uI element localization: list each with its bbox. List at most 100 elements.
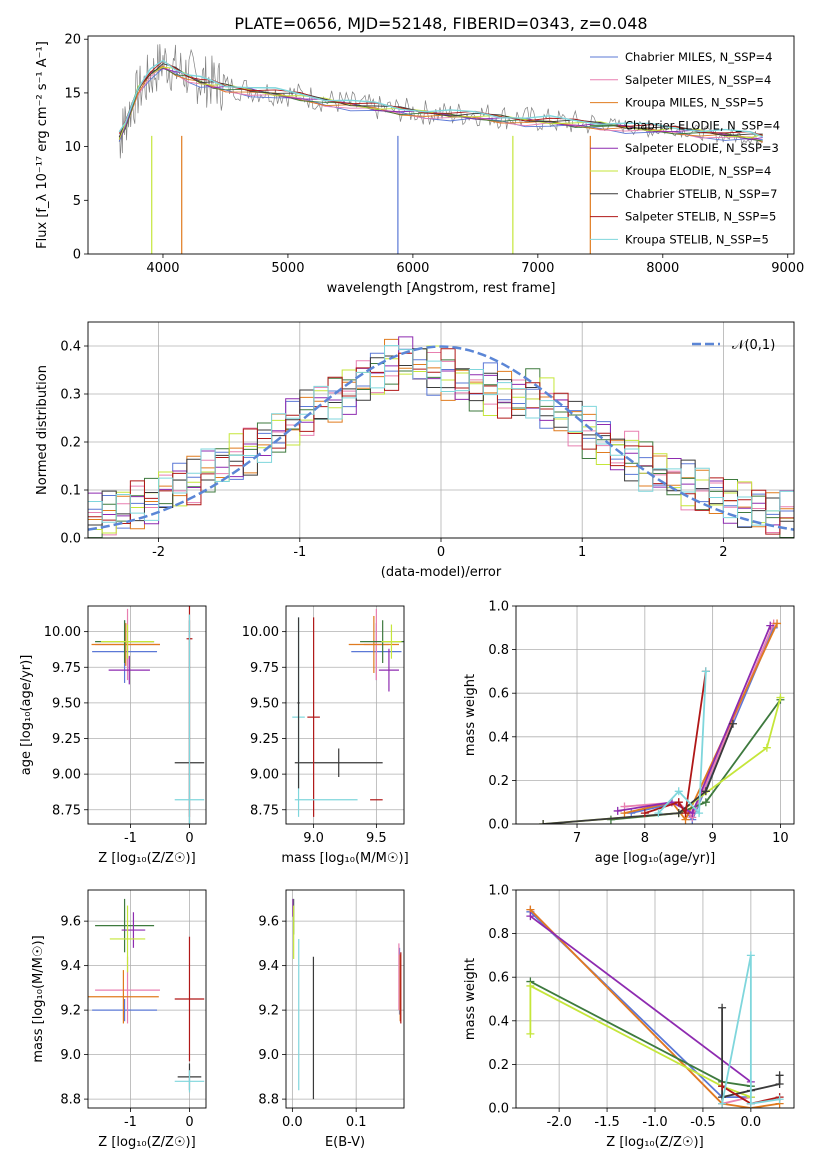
x-tick-label: 6000 [396,261,429,276]
weight-marker [746,951,755,960]
weight-marker [775,1071,784,1080]
y-tick-label: 10.00 [242,625,279,640]
y-tick-label: 9.25 [52,732,81,747]
weight-line [543,723,734,824]
legend-entry: 𝒩(0,1) [732,338,775,353]
y-tick-label: 5 [73,194,81,209]
weight-line [529,908,752,1105]
x-tick-label: 0.0 [282,1115,303,1130]
weight-marker [718,1003,727,1012]
weight-marker [526,1029,535,1038]
weight-marker [627,809,636,818]
y-tick-label: 1.0 [488,600,509,615]
x-tick-label: -1.0 [642,1115,667,1130]
weight-marker [746,1099,755,1108]
y-tick-label: 0.8 [488,643,509,658]
weight-marker [762,743,771,752]
y-tick-label: 8.75 [250,803,279,818]
mass-vs-extinction-panel: 0.0 0.1 8.8 9.0 9.2 9.4 9.6 E(B-V) [258,889,405,1150]
axes-frame [285,889,405,1109]
y-tick-label: 0.2 [488,774,509,789]
residual-histogram [88,348,794,535]
weight-marker [775,1080,784,1089]
weight-line [529,980,751,1088]
axes-frame [87,605,207,825]
y-tick-label: 10 [64,140,81,155]
weight-line [529,911,751,1098]
y-tick-label: 0.8 [488,927,509,942]
y-tick-label: 0.0 [488,818,509,833]
x-tick-label: 7 [573,831,581,846]
x-tick-label: 8 [641,831,649,846]
residual-histogram [88,345,794,526]
weight-marker [766,621,775,630]
y-tick-label: 9.4 [258,959,279,974]
age-vs-metallicity-panel: -1 0 8.75 9.00 9.25 9.50 9.75 10.00 Z [log₁₀(Z/Z… [19,605,207,866]
plot-area [91,606,205,824]
y-tick-label: 9.2 [258,1004,279,1019]
y-axis-label: Flux [f_λ 10⁻¹⁷ erg cm⁻² s⁻¹ A⁻¹] [35,41,50,249]
x-axis-label: age [log₁₀(age/yr)] [595,851,716,866]
weight-marker [728,719,737,728]
figure-title: PLATE=0656, MJD=52148, FIBERID=0343, z=0… [234,14,647,33]
y-tick-label: 9.00 [52,768,81,783]
x-axis-label: (data-model)/error [381,565,502,580]
x-tick-label: 0.1 [346,1115,367,1130]
residuals-panel: -2 -1 0 1 2 0.0 0.1 0.2 0.3 0.4 (data-model)/error… [35,321,795,580]
spectrum-panel: 4000 5000 6000 7000 8000 9000 0 5 10 15 20 waveleng… [35,33,804,296]
y-tick-label: 0.6 [488,971,509,986]
x-tick-label: 9.5 [366,831,387,846]
weight-marker [526,981,535,990]
y-axis-label: mass weight [463,674,478,756]
y-tick-label: 0.2 [488,1058,509,1073]
weight-marker [773,619,782,628]
weight-line [617,625,772,815]
plot-area [526,905,784,1108]
y-tick-label: 0.0 [488,1102,509,1117]
x-axis-label: Z [log₁₀(Z/Z☉)] [98,1135,195,1150]
y-tick-label: 9.2 [60,1004,81,1019]
weight-marker [674,809,683,818]
x-tick-label: 0.0 [741,1115,762,1130]
legend-entry: Kroupa ELODIE, N_SSP=4 [625,164,771,178]
y-tick-label: 8.75 [52,803,81,818]
weight-marker [681,809,690,818]
x-axis-label: mass [log₁₀(M/M☉)] [281,851,408,866]
y-tick-label: 15 [64,86,81,101]
y-axis-label: age [log₁₀(age/yr)] [19,655,34,776]
x-tick-label: 4000 [146,261,179,276]
y-tick-label: 20 [64,33,81,48]
y-tick-label: 0.2 [60,436,81,451]
model-spectrum [118,59,764,138]
legend-entry: Kroupa STELIB, N_SSP=5 [625,232,769,246]
age-vs-mass-panel: 9.0 9.5 8.75 9.00 9.25 9.50 9.75 10.00 mass [log… [242,605,409,866]
x-tick-label: 9 [708,831,716,846]
weight-line [721,955,780,1105]
axes-frame [515,889,795,1109]
weight-line [644,671,707,816]
legend-entry: Chabrier MILES, N_SSP=4 [625,50,772,64]
legend-entry: Salpeter ELODIE, N_SSP=3 [625,141,779,155]
weight-marker [688,809,697,818]
y-tick-label: 9.75 [250,661,279,676]
y-tick-label: 9.0 [258,1048,279,1063]
axes-frame [87,35,795,255]
y-tick-label: 9.0 [60,1048,81,1063]
y-tick-label: 9.50 [250,696,279,711]
legend-entry: Salpeter MILES, N_SSP=4 [625,73,771,87]
x-axis-label: E(B-V) [325,1135,365,1150]
weight-line [610,699,782,821]
x-tick-label: 0 [185,1115,193,1130]
x-tick-label: 5000 [271,261,304,276]
weight-marker [654,809,663,818]
x-tick-label: 2 [719,545,727,560]
plot-area [292,608,404,817]
y-axis-label: mass weight [463,958,478,1040]
y-axis-label: mass [log₁₀(M/M☉)] [31,935,46,1062]
weight-line [657,671,707,816]
x-axis-label: Z [log₁₀(Z/Z☉)] [606,1135,703,1150]
normal-reference-curve [88,345,794,531]
y-tick-label: 0.1 [60,484,81,499]
legend-entry: Kroupa MILES, N_SSP=5 [625,96,764,110]
